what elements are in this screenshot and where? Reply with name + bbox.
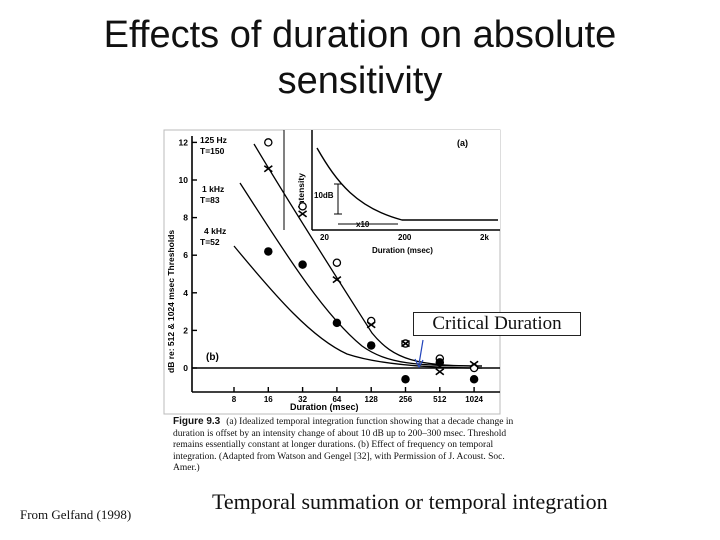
y-ticks: 12 10 8 6 4 2 0 [179, 137, 197, 373]
data-point-1khz [263, 165, 273, 173]
data-point-4khz [435, 358, 445, 367]
x-tick-label: 512 [433, 395, 447, 404]
data-point-125hz [264, 138, 273, 147]
x-tick-label: 32 [298, 395, 307, 404]
x-tick-label: 128 [365, 395, 379, 404]
y-tick-label: 6 [183, 250, 188, 260]
data-point-4khz [298, 260, 307, 269]
inset-curve [316, 147, 498, 221]
data-point-1khz [469, 360, 479, 368]
slide-title: Effects of duration on absolute sensitiv… [0, 12, 720, 104]
panel-a-label: (a) [457, 138, 468, 148]
slide-subtitle: Temporal summation or temporal integrati… [212, 489, 608, 514]
critical-duration-label: Critical Duration [413, 312, 581, 336]
inset-background [284, 130, 500, 230]
inset-xtick-200: 200 [398, 233, 412, 242]
data-point-1khz [332, 276, 342, 284]
data-point-125hz [332, 258, 342, 267]
y-tick-label: 12 [179, 137, 189, 147]
series-label-4khz-t: T=52 [200, 237, 220, 247]
caption-label: Figure 9.3 [173, 416, 221, 427]
data-point-1khz [401, 339, 410, 348]
series-label-125hz: 125 Hz [200, 135, 227, 145]
inset-panel: Intensity (a) 10dB x10 20 200 2k Duratio… [283, 130, 500, 255]
data-point-4khz [469, 375, 479, 384]
inset-xtick-2k: 2k [480, 233, 489, 242]
series-label-1khz-t: T=83 [200, 195, 220, 205]
x-tick-label: 16 [264, 395, 273, 404]
data-point-1khz [366, 321, 376, 329]
title-line-2: sensitivity [277, 60, 443, 102]
y-tick-label: 4 [183, 288, 188, 298]
data-points [263, 138, 479, 384]
inset-x10-label: x10 [356, 220, 370, 229]
x-ticks: 8 16 32 64 128 256 512 1024 [232, 387, 484, 404]
y-axis-label: dB re: 512 & 1024 msec Thresholds [166, 230, 176, 373]
series-label-4khz: 4 kHz [204, 226, 226, 236]
inset-10db-label: 10dB [314, 191, 334, 200]
x-tick-label: 8 [232, 395, 237, 404]
inset-x-label: Duration (msec) [372, 246, 433, 255]
x-tick-label: 256 [399, 395, 413, 404]
data-point-4khz [366, 341, 376, 350]
critical-duration-arrowhead [414, 358, 424, 369]
y-tick-label: 8 [183, 213, 188, 223]
data-point-4khz [401, 375, 410, 384]
caption-text: (a) Idealized temporal integration funct… [173, 417, 514, 474]
x-tick-label: 1024 [465, 395, 483, 404]
data-point-125hz [298, 202, 307, 211]
data-point-1khz [435, 368, 445, 376]
data-point-4khz [264, 247, 273, 256]
inset-xtick-20: 20 [320, 233, 329, 242]
title-line-1: Effects of duration on absolute [103, 14, 617, 56]
data-point-1khz [298, 210, 308, 218]
curve-1khz [239, 182, 483, 367]
panel-b-label: (b) [206, 352, 219, 363]
curve-4khz [233, 245, 483, 369]
inset-y-label: Intensity [296, 173, 306, 208]
source-citation: From Gelfand (1998) [20, 507, 132, 522]
data-point-4khz [332, 318, 342, 328]
critical-duration-arrow [418, 339, 424, 365]
series-label-125hz-t: T=150 [200, 146, 225, 156]
figure-caption: Figure 9.3 (a) Idealized temporal integra… [173, 416, 518, 475]
x-axis-label: Duration (msec) [290, 402, 359, 412]
y-tick-label: 10 [179, 175, 189, 185]
y-tick-label: 0 [183, 363, 188, 373]
series-label-1khz: 1 kHz [202, 184, 224, 194]
y-tick-label: 2 [183, 325, 188, 335]
x-tick-label: 64 [332, 395, 341, 404]
